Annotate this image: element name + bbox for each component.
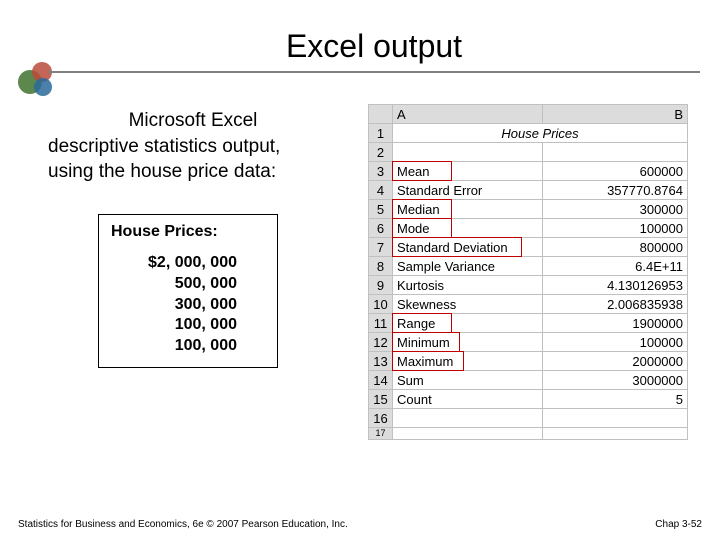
- excel-row: 1 House Prices: [369, 124, 688, 143]
- excel-merged-title: House Prices: [393, 124, 688, 143]
- price-row: 300, 000: [111, 295, 265, 316]
- title-bar: Excel output: [48, 28, 700, 73]
- price-row: $2, 000, 000: [111, 253, 265, 274]
- excel-row-num: 15: [369, 390, 393, 409]
- excel-row: 9 Kurtosis 4.130126953: [369, 276, 688, 295]
- excel-row: 16: [369, 409, 688, 428]
- excel-cell: 100000: [543, 333, 688, 352]
- excel-cell: [393, 143, 543, 162]
- excel-cell: 600000: [543, 162, 688, 181]
- excel-row-num: 9: [369, 276, 393, 295]
- excel-row-num: 10: [369, 295, 393, 314]
- excel-row-num: 11: [369, 314, 393, 333]
- excel-cell: Range: [393, 314, 543, 333]
- excel-cell: 2.006835938: [543, 295, 688, 314]
- excel-row: 12 Minimum 100000: [369, 333, 688, 352]
- prices-box-title: House Prices:: [111, 223, 265, 241]
- excel-cell: [543, 428, 688, 440]
- excel-cell: Maximum: [393, 352, 543, 371]
- excel-row: 17: [369, 428, 688, 440]
- desc-line: descriptive statistics output,: [48, 134, 338, 160]
- house-prices-box: House Prices: $2, 000, 000 500, 000 300,…: [98, 214, 278, 368]
- excel-row: 6 Mode 100000: [369, 219, 688, 238]
- excel-row-num: 12: [369, 333, 393, 352]
- excel-row: 2: [369, 143, 688, 162]
- excel-row: 8 Sample Variance 6.4E+11: [369, 257, 688, 276]
- excel-cell: 5: [543, 390, 688, 409]
- excel-screenshot: A B 1 House Prices 2 3 Mean 600000 4 Sta…: [368, 104, 688, 440]
- excel-cell: 3000000: [543, 371, 688, 390]
- excel-col-header: B: [543, 105, 688, 124]
- excel-row-num: 1: [369, 124, 393, 143]
- excel-row-num: 2: [369, 143, 393, 162]
- desc-line: Microsoft Excel: [48, 108, 338, 134]
- excel-row-num: 14: [369, 371, 393, 390]
- excel-cell: Minimum: [393, 333, 543, 352]
- excel-corner-cell: [369, 105, 393, 124]
- excel-cell: Sum: [393, 371, 543, 390]
- excel-cell: Mode: [393, 219, 543, 238]
- excel-cell: Kurtosis: [393, 276, 543, 295]
- excel-col-header: A: [393, 105, 543, 124]
- excel-cell: 6.4E+11: [543, 257, 688, 276]
- excel-row-num: 13: [369, 352, 393, 371]
- excel-row-num: 16: [369, 409, 393, 428]
- excel-cell: 300000: [543, 200, 688, 219]
- excel-cell: 357770.8764: [543, 181, 688, 200]
- excel-cell: Median: [393, 200, 543, 219]
- excel-row-num: 17: [369, 428, 393, 440]
- excel-cell: 100000: [543, 219, 688, 238]
- footer-right: Chap 3-52: [655, 519, 702, 530]
- excel-cell: Standard Deviation: [393, 238, 543, 257]
- excel-row: 7 Standard Deviation 800000: [369, 238, 688, 257]
- excel-row: 4 Standard Error 357770.8764: [369, 181, 688, 200]
- excel-row-num: 3: [369, 162, 393, 181]
- excel-header-row: A B: [369, 105, 688, 124]
- footer-left: Statistics for Business and Economics, 6…: [18, 519, 348, 530]
- excel-cell: 1900000: [543, 314, 688, 333]
- excel-row-num: 5: [369, 200, 393, 219]
- excel-cell: [393, 409, 543, 428]
- excel-row: 15 Count 5: [369, 390, 688, 409]
- excel-row: 5 Median 300000: [369, 200, 688, 219]
- excel-row: 10 Skewness 2.006835938: [369, 295, 688, 314]
- slide-title: Excel output: [48, 28, 700, 71]
- excel-cell: [543, 143, 688, 162]
- excel-row-num: 4: [369, 181, 393, 200]
- excel-row-num: 6: [369, 219, 393, 238]
- excel-row-num: 8: [369, 257, 393, 276]
- excel-cell: [393, 428, 543, 440]
- excel-table: A B 1 House Prices 2 3 Mean 600000 4 Sta…: [368, 104, 688, 440]
- excel-cell: [543, 409, 688, 428]
- excel-cell: Skewness: [393, 295, 543, 314]
- excel-cell: 4.130126953: [543, 276, 688, 295]
- price-row: 100, 000: [111, 336, 265, 357]
- excel-row: 3 Mean 600000: [369, 162, 688, 181]
- price-row: 500, 000: [111, 274, 265, 295]
- excel-row-num: 7: [369, 238, 393, 257]
- excel-cell: 800000: [543, 238, 688, 257]
- description-text: Microsoft Excel descriptive statistics o…: [48, 108, 338, 185]
- excel-row: 14 Sum 3000000: [369, 371, 688, 390]
- excel-row: 13 Maximum 2000000: [369, 352, 688, 371]
- excel-cell: Count: [393, 390, 543, 409]
- excel-row: 11 Range 1900000: [369, 314, 688, 333]
- excel-cell: 2000000: [543, 352, 688, 371]
- excel-cell: Standard Error: [393, 181, 543, 200]
- desc-line: using the house price data:: [48, 159, 338, 185]
- excel-cell: Sample Variance: [393, 257, 543, 276]
- price-row: 100, 000: [111, 315, 265, 336]
- excel-cell: Mean: [393, 162, 543, 181]
